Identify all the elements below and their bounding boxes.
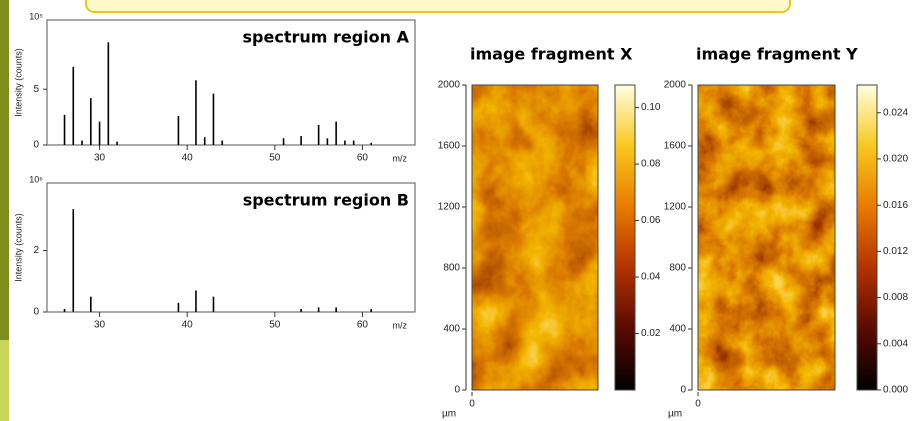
colorbar-tick-label: 0.08: [641, 159, 661, 170]
colorbar-tick-label: 0.02: [641, 328, 661, 339]
colorbar: [614, 84, 636, 391]
y-scale-label: 10⁵: [29, 11, 43, 21]
y-tick-label: 1200: [438, 202, 461, 213]
x-tick-label: 50: [269, 320, 281, 331]
colorbar-tick-label: 0.016: [883, 200, 908, 211]
colorbar-tick-label: 0.004: [883, 338, 908, 349]
y-tick-label: 5: [33, 84, 39, 95]
y-tick-label: 2000: [664, 80, 687, 91]
chart-title: image fragment Y: [696, 45, 858, 64]
y-tick-label: 0: [33, 140, 39, 151]
chart-title: spectrum region A: [243, 28, 410, 47]
x-unit-label: µm: [668, 409, 682, 420]
y-axis-label: Intensity (counts): [13, 48, 23, 117]
plot-frame: [46, 19, 416, 146]
colorbar-tick-label: 0.008: [883, 292, 908, 303]
chart-title: image fragment X: [470, 45, 633, 64]
image-frame: [697, 84, 836, 391]
y-tick-label: 1600: [438, 141, 461, 152]
side-bar-accent: [0, 340, 9, 421]
x-axis-label: m/z: [393, 320, 408, 330]
y-tick-label: 400: [443, 324, 460, 335]
x-tick-label: 60: [357, 153, 369, 164]
y-tick-label: 0: [33, 307, 39, 318]
x-tick-label: 50: [269, 153, 281, 164]
x-tick-label: 0: [695, 399, 701, 410]
colorbar-tick-label: 0.000: [883, 385, 908, 396]
colorbar-tick-label: 0.10: [641, 102, 661, 113]
heatmap-image: [472, 85, 598, 390]
x-tick-label: 30: [94, 153, 106, 164]
y-axis-label: Intensity (counts): [13, 213, 23, 282]
side-bar: [0, 0, 9, 421]
y-tick-label: 1200: [664, 202, 687, 213]
y-tick-label: 0: [454, 385, 460, 396]
x-tick-label: 60: [357, 320, 369, 331]
y-tick-label: 0: [680, 385, 686, 396]
y-tick-label: 800: [669, 263, 686, 274]
x-tick-label: 30: [94, 320, 106, 331]
x-tick-label: 0: [469, 399, 475, 410]
x-tick-label: 40: [182, 153, 194, 164]
x-tick-label: 40: [182, 320, 194, 331]
heatmap-image: [698, 85, 835, 390]
y-scale-label: 10⁶: [29, 174, 43, 184]
colorbar-tick-label: 0.04: [641, 272, 661, 283]
chart-title: spectrum region B: [243, 191, 409, 210]
x-unit-label: µm: [442, 409, 456, 420]
x-axis-label: m/z: [393, 153, 408, 163]
y-tick-label: 1600: [664, 141, 687, 152]
image-frame: [471, 84, 599, 391]
header-box: [85, 0, 791, 13]
y-tick-label: 800: [443, 263, 460, 274]
colorbar-tick-label: 0.020: [883, 154, 908, 165]
y-tick-label: 400: [669, 324, 686, 335]
colorbar-tick-label: 0.024: [883, 107, 908, 118]
colorbar-tick-label: 0.06: [641, 215, 661, 226]
colorbar: [856, 84, 878, 391]
plot-frame: [46, 182, 416, 313]
colorbar-tick-label: 0.012: [883, 246, 908, 257]
y-tick-label: 2000: [438, 80, 461, 91]
y-tick-label: 2: [33, 245, 39, 256]
